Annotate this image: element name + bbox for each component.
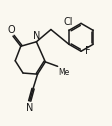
Text: F: F <box>84 46 90 56</box>
Text: N: N <box>32 31 40 41</box>
Text: Cl: Cl <box>62 17 72 27</box>
Text: Me: Me <box>58 68 69 77</box>
Text: O: O <box>7 25 15 35</box>
Text: N: N <box>26 103 33 113</box>
